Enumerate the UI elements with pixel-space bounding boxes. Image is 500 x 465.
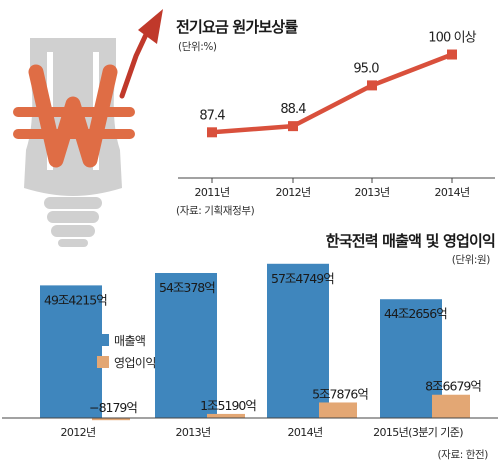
bar-profit-label: 1조5190억 [200, 398, 256, 413]
line-point [207, 127, 217, 138]
bar-profit [319, 402, 357, 418]
line-x-tick-label: 2013년 [354, 186, 389, 199]
bar-profit [207, 413, 245, 418]
bar-profit-label: 8조6679억 [425, 379, 481, 394]
bar-chart-title: 한국전력 매출액 및 영업이익 [326, 232, 495, 250]
bar-x-tick-label: 2015년(3분기 기준) [373, 426, 463, 439]
bar-revenue [155, 272, 217, 418]
won-sign-icon [13, 64, 135, 168]
line-chart-source: (자료: 기획재정부) [176, 205, 255, 217]
legend-swatch-profit [97, 356, 109, 368]
upward-arrow-icon [119, 9, 163, 99]
line-point [367, 80, 377, 91]
line-chart-unit: (단위:%) [178, 40, 217, 53]
bar-revenue [380, 299, 442, 418]
bar-x-tick-label: 2012년 [60, 426, 95, 439]
line-chart-title: 전기요금 원가보상률 [176, 18, 298, 36]
line-series-path [211, 52, 453, 135]
bar-revenue-label: 57조4749억 [271, 271, 334, 286]
bar-revenue-label: 44조2656억 [384, 306, 447, 321]
bar-profit-label: −8179억 [89, 400, 137, 415]
line-chart: 전기요금 원가보상률 (단위:%) 2011년 2012년 2013년 2014년 8… [176, 18, 495, 217]
bar-chart-bars: 2012년 2013년 2014년 2015년(3분기 기준) 49조4215억 54조3… [40, 263, 482, 439]
bar-chart-legend: 매출액 영업이익 [97, 334, 156, 370]
bar-revenue [267, 263, 329, 418]
bar-x-tick-label: 2013년 [175, 426, 210, 439]
bar-profit [92, 418, 130, 421]
line-x-tick-label: 2014년 [434, 186, 469, 199]
line-x-tick-label: 2012년 [275, 186, 310, 199]
bar-x-tick-label: 2014년 [287, 426, 322, 439]
bar-profit [432, 394, 470, 418]
bar-revenue [40, 285, 102, 418]
line-value-label: 88.4 [280, 102, 306, 117]
line-point [447, 49, 457, 60]
legend-swatch-revenue [97, 334, 109, 346]
legend-label-profit: 영업이익 [114, 356, 156, 370]
line-chart-points: 87.4 88.4 95.0 100 이상 [199, 31, 478, 138]
line-point [288, 121, 298, 132]
bar-profit-label: 5조7876억 [312, 386, 368, 401]
line-x-tick-label: 2011년 [194, 186, 229, 199]
bar-chart-unit: (단위:원) [452, 253, 491, 266]
bar-chart-source: (자료: 한전) [437, 449, 488, 461]
legend-label-revenue: 매출액 [114, 334, 145, 348]
line-value-label: 95.0 [353, 61, 379, 76]
line-value-label: 87.4 [199, 108, 225, 123]
line-value-label: 100 이상 [428, 31, 476, 46]
bar-revenue-label: 54조378억 [159, 280, 215, 295]
bar-revenue-label: 49조4215억 [44, 292, 107, 307]
line-chart-ticks: 2011년 2012년 2013년 2014년 [194, 178, 470, 199]
bar-chart: 한국전력 매출액 및 영업이익 (단위:원) 2012년 2013년 2014년 20… [2, 232, 498, 461]
